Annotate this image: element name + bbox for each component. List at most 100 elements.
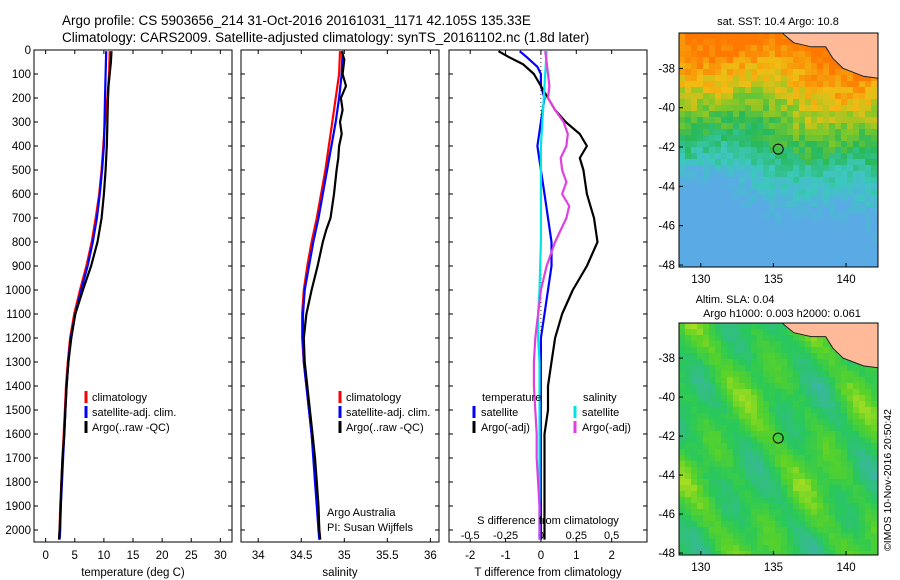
map-cell <box>727 69 733 75</box>
map-cell <box>679 243 685 249</box>
map-cell <box>757 141 763 147</box>
map-cell <box>679 437 685 443</box>
map-cell <box>757 527 763 533</box>
map-cell <box>721 431 727 437</box>
map-cell <box>769 153 775 159</box>
map-cell <box>781 437 787 443</box>
map-cell <box>835 395 841 401</box>
map-cell <box>697 551 703 555</box>
map-cell <box>775 449 781 455</box>
map-cell <box>769 177 775 183</box>
map-cell <box>733 485 739 491</box>
map-cell <box>823 365 829 371</box>
map-cell <box>691 341 697 347</box>
map-cell <box>709 135 715 141</box>
map-cell <box>715 75 721 81</box>
map-cell <box>697 255 703 261</box>
map-cell <box>865 413 871 419</box>
map-cell <box>799 237 805 243</box>
map-cell <box>787 413 793 419</box>
map-cell <box>757 213 763 219</box>
map-cell <box>751 551 757 555</box>
map-cell <box>853 93 859 99</box>
map-cell <box>811 261 817 267</box>
map-cell <box>811 491 817 497</box>
map-cell <box>715 455 721 461</box>
map-cell <box>787 443 793 449</box>
map-cell <box>685 195 691 201</box>
map-cell <box>775 515 781 521</box>
map-cell <box>721 231 727 237</box>
map-cell <box>823 207 829 213</box>
map-cell <box>865 159 871 165</box>
map-cell <box>805 365 811 371</box>
map-cell <box>787 57 793 63</box>
map-cell <box>691 201 697 207</box>
map-cell <box>823 473 829 479</box>
map-cell <box>853 383 859 389</box>
map-cell <box>793 539 799 545</box>
map-cell <box>757 39 763 45</box>
map-cell <box>805 135 811 141</box>
map-cell <box>793 159 799 165</box>
map-cell <box>739 407 745 413</box>
depth-tick-label: 0 <box>25 45 31 57</box>
map-cell <box>715 57 721 63</box>
map-cell <box>763 539 769 545</box>
map-cell <box>757 51 763 57</box>
map-cell <box>745 503 751 509</box>
map-cell <box>853 437 859 443</box>
map-cell <box>775 545 781 551</box>
map-cell <box>793 383 799 389</box>
map-cell <box>823 219 829 225</box>
map-cell <box>709 165 715 171</box>
map-cell <box>691 353 697 359</box>
map-cell <box>733 171 739 177</box>
map-cell <box>859 189 865 195</box>
map-cell <box>811 57 817 63</box>
map-cell <box>775 111 781 117</box>
map-cell <box>865 147 871 153</box>
map-cell <box>685 545 691 551</box>
map-cell <box>835 389 841 395</box>
map-cell <box>709 527 715 533</box>
map-cell <box>799 105 805 111</box>
map-cell <box>817 117 823 123</box>
map-cell <box>709 123 715 129</box>
map-cell <box>853 231 859 237</box>
map-cell <box>853 521 859 527</box>
map-cell <box>739 377 745 383</box>
map-cell <box>697 117 703 123</box>
map-cell <box>817 539 823 545</box>
map-cell <box>859 261 865 267</box>
map-cell <box>727 467 733 473</box>
map-cell <box>811 551 817 555</box>
map-cell <box>739 51 745 57</box>
map-cell <box>823 371 829 377</box>
map-cell <box>817 135 823 141</box>
map-cell <box>781 347 787 353</box>
lat-tick-label: -48 <box>658 260 675 272</box>
map-cell <box>691 177 697 183</box>
map-cell <box>823 527 829 533</box>
map-cell <box>739 389 745 395</box>
map-cell <box>739 497 745 503</box>
map-cell <box>679 347 685 353</box>
map-cell <box>835 521 841 527</box>
map-cell <box>781 69 787 75</box>
map-cell <box>709 75 715 81</box>
map-cell <box>835 225 841 231</box>
map-cell <box>751 255 757 261</box>
map-cell <box>829 377 835 383</box>
map-cell <box>697 521 703 527</box>
map-cell <box>769 195 775 201</box>
map-cell <box>841 123 847 129</box>
map-cell <box>727 45 733 51</box>
map-cell <box>745 39 751 45</box>
x-tick-label: 1 <box>573 550 579 562</box>
map-cell <box>775 255 781 261</box>
map-cell <box>871 105 877 111</box>
map-cell <box>811 81 817 87</box>
map-cell <box>721 485 727 491</box>
map-cell <box>793 171 799 177</box>
